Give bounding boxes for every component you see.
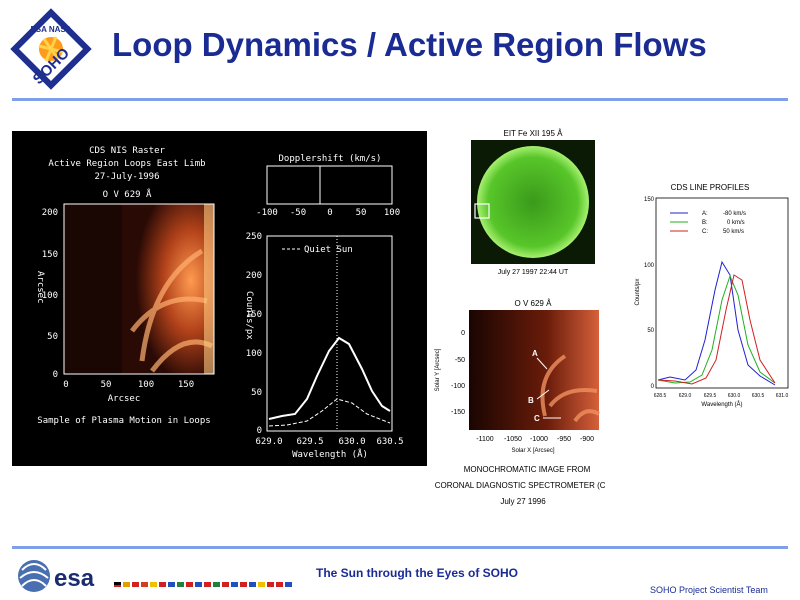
profile-y-tick: 200 [246,271,262,281]
cds-y-tick: 0 [651,384,655,390]
raster-y-label: Arcsec [35,271,45,304]
raster-y-tick: 50 [47,332,58,342]
ov-y-tick: -50 [455,357,465,364]
profile-x-tick: 629.5 [296,437,323,447]
doppler-tick: -100 [256,208,278,218]
doppler-tick: -50 [290,208,306,218]
doppler-tick: 50 [356,208,367,218]
profile-x-tick: 630.0 [338,437,365,447]
footer-center-text: The Sun through the Eyes of SOHO [316,566,519,580]
eit-title: EIT Fe XII 195 Å [504,129,564,138]
profile-x-tick: 629.0 [255,437,282,447]
raster-header-1: CDS NIS Raster [89,146,165,156]
cds-legend-c: C: [702,229,708,235]
ov-x-tick: -900 [580,436,594,443]
cds-y-label: Counts/px [635,278,641,305]
raster-y-tick: 150 [42,250,58,260]
header-divider [12,98,788,101]
eit-caption: July 27 1997 22:44 UT [498,269,569,276]
cds-legend-b: B: [702,220,708,226]
ov-caption-2: CORONAL DIAGNOSTIC SPECTROMETER (CDS) [435,481,605,490]
doppler-title: Dopplershift (km/s) [279,154,382,164]
esa-logo: esa [18,560,292,592]
ov-x-tick: -1050 [504,436,522,443]
ov-caption-1: MONOCHROMATIC IMAGE FROM [464,465,591,474]
cds-y-tick: 50 [647,328,654,334]
ov-x-tick: -1100 [476,436,493,443]
ov-x-tick: -1000 [530,436,548,443]
cds-x-tick: 631.0 [776,393,789,399]
ov-y-tick: -150 [451,409,465,416]
marker-c: C [534,414,540,423]
ov-x-tick: -950 [557,436,571,443]
cds-legend-a: A: [702,211,708,217]
profile-y-tick: 150 [246,310,262,320]
footer-right-text: SOHO Project Scientist Team [650,585,768,595]
raster-header-3: 27-July-1996 [94,172,159,182]
eit-panel: EIT Fe XII 195 Å July 27 1997 22:44 UT [471,129,595,276]
page-title: Loop Dynamics / Active Region Flows [112,26,707,63]
cds-y-tick: 150 [644,197,655,203]
raster-caption: Sample of Plasma Motion in Loops [37,416,210,426]
doppler-tick: 100 [384,208,400,218]
profile-legend: Quiet Sun [304,245,353,255]
cds-y-tick: 100 [644,263,655,269]
ov-y-label: Solar Y [Arcsec] [435,348,441,391]
profile-y-tick: 50 [251,388,262,398]
cds-x-label: Wavelength (Å) [701,401,742,408]
profile-y-tick: 0 [257,426,262,436]
region-box [474,203,490,219]
doppler-tick: 0 [327,208,332,218]
cds-legend-a-value: -80 km/s [723,211,746,217]
raster-y-tick: 200 [42,208,58,218]
ov-title: O V 629 Å [515,299,553,308]
raster-x-tick: 50 [101,380,112,390]
raster-x-tick: 0 [63,380,68,390]
cds-legend-c-value: 50 km/s [723,229,744,235]
cds-line-profiles-panel: CDS LINE PROFILES A: -80 km/s B: 0 km/s … [635,183,789,408]
cds-x-tick: 629.5 [704,393,717,399]
profile-x-tick: 630.5 [376,437,403,447]
esa-text: esa [54,565,95,592]
ov-y-tick: 0 [461,330,465,337]
cds-x-tick: 629.0 [679,393,692,399]
ov-y-tick: -100 [451,383,465,390]
marker-a: A [532,349,538,358]
cds-legend-b-value: 0 km/s [727,220,745,226]
cds-title: CDS LINE PROFILES [671,183,750,192]
profile-y-tick: 250 [246,232,262,242]
raster-image-label: O V 629 Å [103,188,152,200]
raster-header-2: Active Region Loops East Limb [48,159,205,169]
profile-y-tick: 100 [246,349,262,359]
raster-y-tick: 100 [42,291,58,301]
ov-caption-3: July 27 1996 [500,497,546,506]
ov-x-label: Solar X [Arcsec] [511,448,554,454]
cds-x-tick: 630.0 [728,393,741,399]
raster-x-tick: 150 [178,380,194,390]
cds-x-tick: 630.5 [752,393,765,399]
raster-x-tick: 100 [138,380,154,390]
ov-panel: O V 629 Å A B C Solar Y [Arcsec] 0 -50 -… [435,299,605,506]
soho-logo: ESA NASA SOHO [10,8,92,90]
cds-raster-panel: CDS NIS Raster Active Region Loops East … [12,131,427,466]
footer-divider [12,546,788,549]
marker-b: B [528,396,534,405]
profile-x-label: Wavelength (Å) [292,448,368,460]
raster-y-tick: 0 [53,370,58,380]
profile-y-label: Counts/px [244,291,254,340]
cds-x-tick: 628.5 [654,393,667,399]
logo-subtext: ESA NASA [30,25,71,34]
raster-x-label: Arcsec [108,394,141,404]
member-flags [114,582,292,587]
